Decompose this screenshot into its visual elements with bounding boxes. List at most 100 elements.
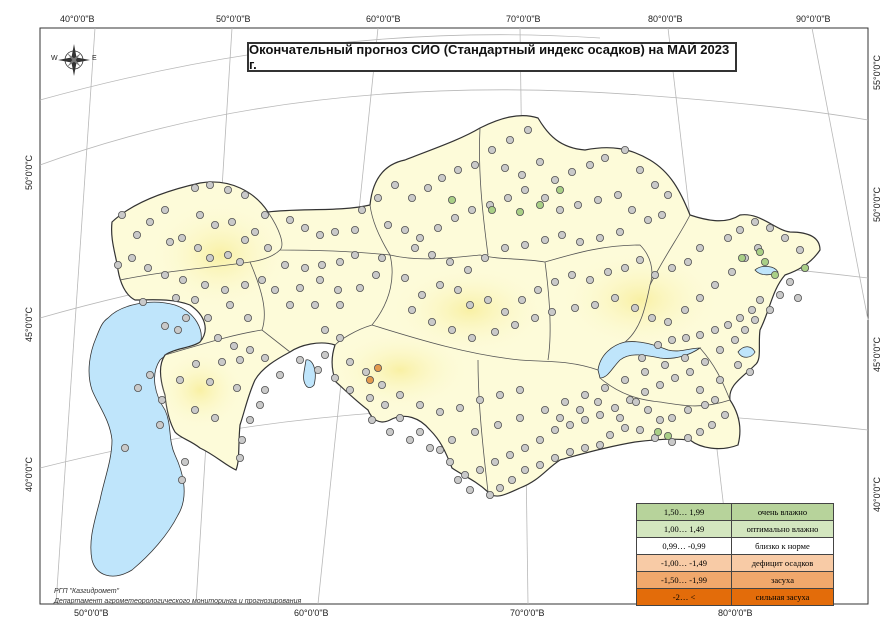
station-marker [604,267,613,276]
station-marker [521,185,530,194]
station-marker [263,243,272,252]
station-marker [191,359,200,368]
station-marker [636,425,645,434]
credits-department: Департамент агрометеорологического монит… [54,598,302,605]
station-marker [651,270,660,279]
station-marker [724,320,733,329]
station-marker [794,293,803,302]
station-marker [217,357,226,366]
shading-east [560,250,720,350]
station-marker [541,235,550,244]
station-marker-wet [556,185,565,194]
station-marker [551,175,560,184]
station-marker [220,285,229,294]
station-marker [616,413,625,422]
station-marker [127,253,136,262]
station-marker [696,427,705,436]
station-marker [320,350,329,359]
station-marker [621,263,630,272]
station-marker [641,367,650,376]
station-marker [568,270,577,279]
station-marker [601,153,610,162]
legend-label: очень влажно [732,504,833,520]
station-marker [510,320,519,329]
station-marker [310,300,319,309]
station-marker [475,395,484,404]
station-marker [365,393,374,402]
station-marker [581,415,590,424]
station-marker [711,395,720,404]
station-marker [280,260,289,269]
station-marker [350,250,359,259]
station-marker [566,447,575,456]
station-marker [711,280,720,289]
station-marker [383,220,392,229]
station-marker [445,457,454,466]
station-marker [736,313,745,322]
station-marker [181,313,190,322]
station-marker [171,293,180,302]
station-marker [227,217,236,226]
station-marker [417,290,426,299]
station-marker [335,300,344,309]
station-marker [463,265,472,274]
station-marker [435,407,444,416]
station-marker [668,335,677,344]
station-marker [177,233,186,242]
station-marker [534,285,543,294]
station-marker [205,377,214,386]
station-marker [225,300,234,309]
legend-label: сильная засуха [732,589,833,605]
station-marker [407,305,416,314]
station-marker [716,375,725,384]
station-marker [180,457,189,466]
station-marker [400,273,409,282]
station-marker [724,233,733,242]
station-marker [210,220,219,229]
compass-east-label: E [92,55,97,62]
station-marker [223,185,232,194]
lon-label-top: 40°0'0"В [60,14,95,24]
station-marker [581,390,590,399]
station-marker [505,135,514,144]
station-marker [796,245,805,254]
station-marker [453,475,462,484]
station-marker [536,460,545,469]
station-marker [173,325,182,334]
station-marker [453,285,462,294]
station-marker [205,180,214,189]
station-marker [371,270,380,279]
station-marker [330,373,339,382]
station-marker-dry [373,363,382,372]
station-marker [345,357,354,366]
station-marker [556,205,565,214]
station-marker [143,263,152,272]
station-marker [701,400,710,409]
compass-west-label: W [51,55,58,62]
station-marker [395,413,404,422]
station-marker [373,193,382,202]
station-marker [255,400,264,409]
station-marker [721,410,730,419]
station-marker-wet [516,207,525,216]
station-marker [644,215,653,224]
station-marker [285,215,294,224]
station-marker [377,253,386,262]
station-marker [503,193,512,202]
station-marker [561,397,570,406]
station-marker [708,420,717,429]
station-marker [315,275,324,284]
station-marker [716,345,725,354]
station-marker [138,297,147,306]
station-marker-wet [738,253,747,262]
station-marker [160,270,169,279]
station-marker [566,420,575,429]
station-marker [213,333,222,342]
station-marker [415,400,424,409]
station-marker [470,427,479,436]
lon-label-top: 60°0'0"В [366,14,401,24]
station-marker [447,325,456,334]
station-marker [447,435,456,444]
station-marker [536,157,545,166]
